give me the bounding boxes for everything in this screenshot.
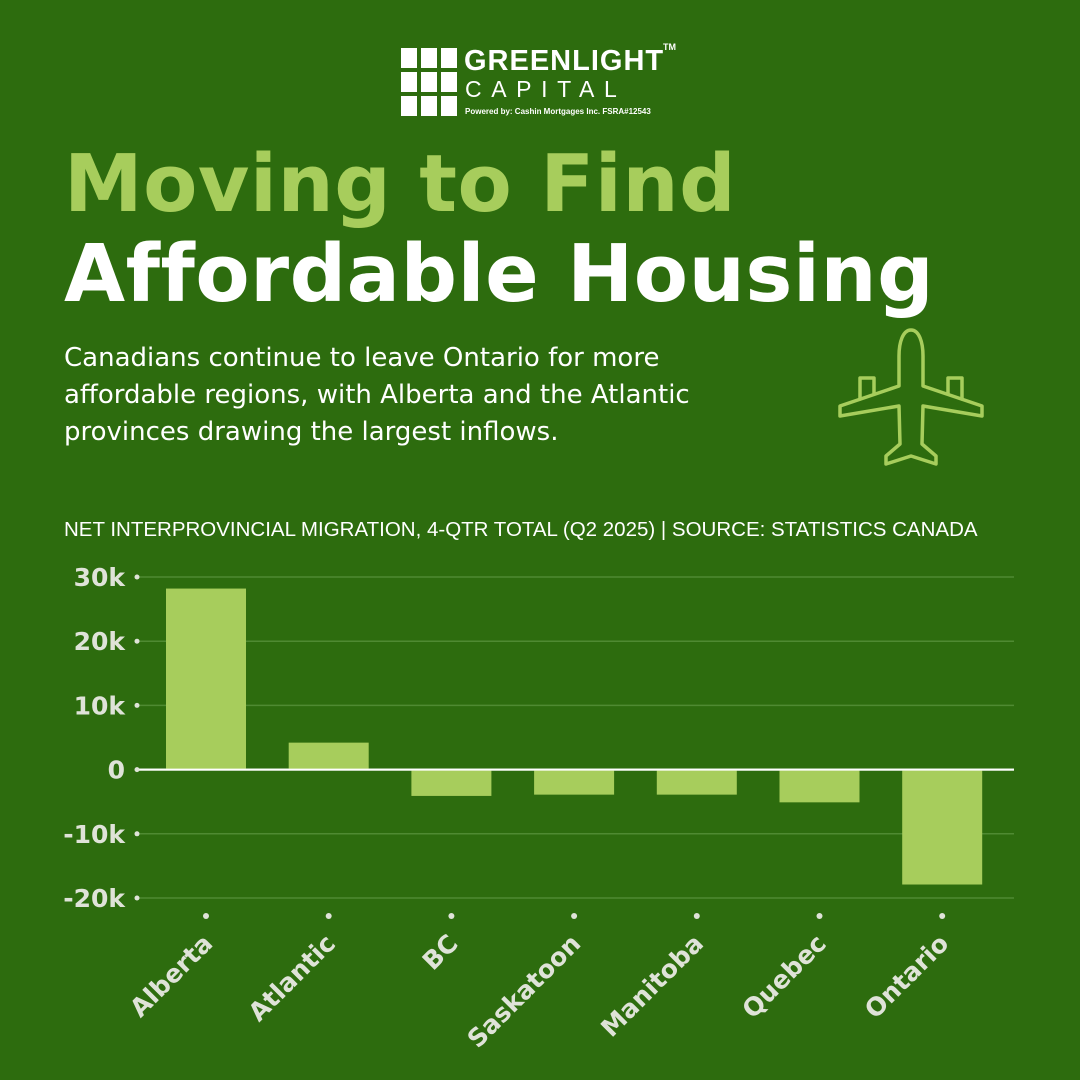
bar-atlantic	[288, 742, 369, 770]
x-tick-label-manitoba: Manitoba	[595, 929, 709, 1043]
x-tick-mark	[203, 913, 209, 919]
x-tick-label-ontario: Ontario	[859, 929, 954, 1024]
x-tick-mark	[448, 913, 455, 919]
y-tick-label: 0	[108, 756, 125, 785]
x-tick-label-bc: BC	[417, 929, 464, 976]
intro-text: Canadians continue to leave Ontario for …	[64, 343, 690, 447]
brand-subtitle: CAPITAL	[465, 76, 627, 102]
y-tick-label: 30k	[74, 563, 127, 592]
x-tick-label-quebec: Quebec	[737, 929, 832, 1024]
y-tick-label: -20k	[63, 884, 126, 913]
x-tick-mark	[571, 913, 578, 919]
brand-logo: GREENLIGHT TM CAPITAL Powered by: Cashin…	[401, 42, 691, 120]
bar-bc	[411, 769, 492, 796]
grid-lines	[138, 576, 1014, 899]
y-tick-label: -10k	[63, 820, 126, 849]
y-tick-mark	[134, 574, 140, 580]
brand-name: GREENLIGHT	[464, 45, 665, 77]
y-tick-mark	[134, 702, 140, 708]
y-tick-label: 10k	[74, 691, 127, 720]
y-tick-mark	[134, 831, 140, 837]
bar-alberta	[166, 588, 246, 770]
bar-quebec	[779, 769, 860, 803]
brand-powered-by: Powered by: Cashin Mortgages Inc. FSRA#1…	[465, 107, 651, 116]
x-tick-mark	[939, 913, 946, 919]
bar-saskatoon	[534, 769, 615, 795]
bar-manitoba	[656, 769, 737, 795]
x-tick-mark	[816, 913, 823, 919]
x-tick-label-saskatoon: Saskatoon	[462, 929, 587, 1054]
y-tick-mark	[134, 767, 140, 773]
brand-trademark: TM	[663, 42, 676, 52]
x-tick-label-atlantic: Atlantic	[243, 929, 341, 1027]
airplane-icon	[838, 328, 984, 466]
grid-logo-icon	[401, 48, 457, 116]
headline-line-1: Moving to Find	[64, 138, 737, 230]
x-tick-mark	[693, 913, 700, 919]
chart-title: NET INTERPROVINCIAL MIGRATION, 4-QTR TOT…	[64, 518, 978, 541]
bar-chart: 30k 20k 10k 0 -10k -20k Alberta Atlantic BCSask…	[63, 563, 1014, 1053]
bars	[138, 588, 1014, 885]
y-tick-mark	[134, 895, 140, 901]
y-axis: 30k 20k 10k 0 -10k -20k	[63, 563, 140, 913]
y-tick-label: 20k	[74, 627, 127, 656]
bar-ontario	[902, 769, 983, 885]
y-tick-mark	[134, 638, 140, 644]
x-tick-mark	[325, 913, 332, 919]
x-tick-label-alberta: Alberta	[124, 929, 218, 1023]
headline-line-2: Affordable Housing	[64, 228, 935, 320]
